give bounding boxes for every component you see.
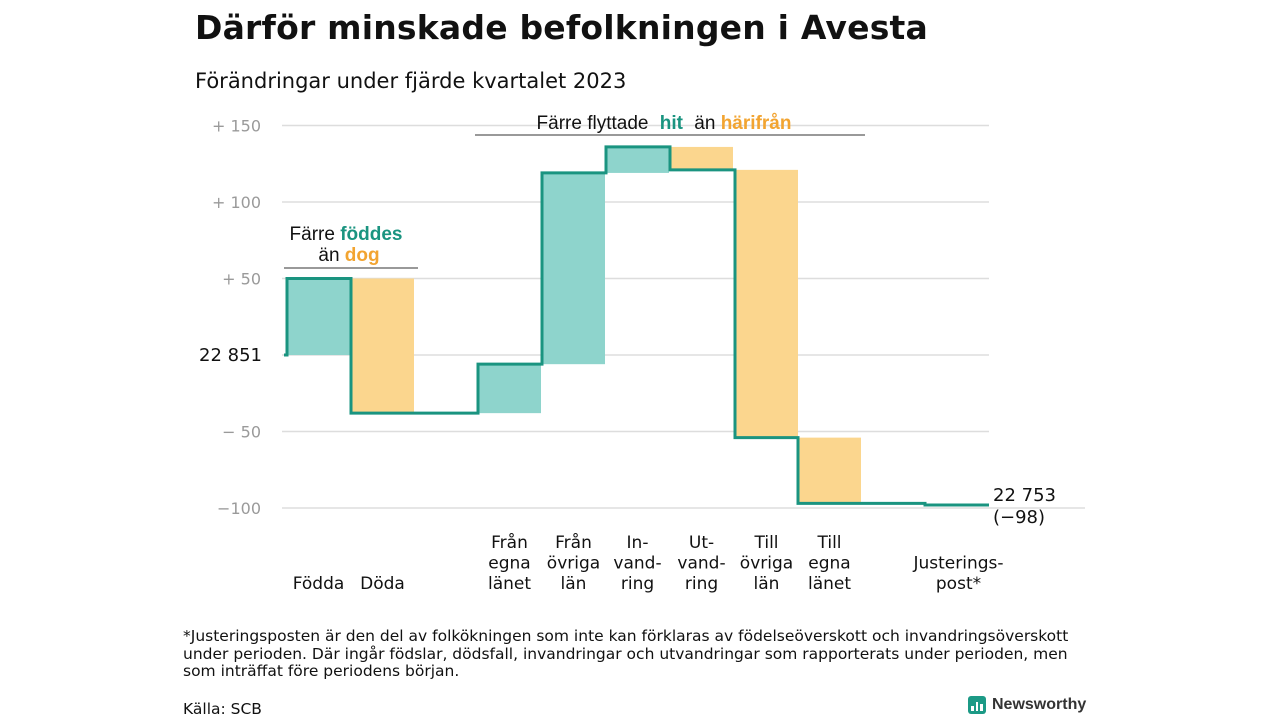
- source-note: Källa: SCB: [183, 700, 262, 718]
- category-labels: Födda DödaFrånegnalänetFrånövrigalänIn-va…: [293, 532, 1004, 594]
- migration-annotation: Färre flyttade hit än härifrån: [537, 113, 792, 134]
- bar-ut--vand--ring: [670, 146, 733, 170]
- category-label: övriga: [547, 554, 600, 574]
- bar-födda: [287, 278, 350, 355]
- chart-title: Därför minskade befolkningen i Avesta: [195, 8, 928, 47]
- category-label: län: [754, 574, 780, 594]
- y-tick-label: + 50: [222, 270, 261, 289]
- waterfall-chart: + 150 + 100 + 50 − 50 −100 Färre föddes än d…: [199, 113, 1085, 594]
- category-label: län: [561, 574, 587, 594]
- bar-till-egna-länet: [798, 437, 861, 504]
- brand-name: Newsworthy: [992, 696, 1087, 713]
- annotations: Färre föddes än dog Färre flyttade hit ä…: [284, 113, 865, 269]
- y-tick-label: + 100: [212, 193, 261, 212]
- category-label: övriga: [740, 554, 793, 574]
- category-label: egna: [488, 554, 530, 574]
- y-tick-label: + 150: [212, 117, 261, 136]
- category-label: ring: [621, 574, 654, 594]
- migration-annotation-highlight: hit: [660, 113, 684, 134]
- y-axis-ticks: + 150 + 100 + 50 − 50 −100: [212, 117, 261, 519]
- start-value-label: 22 851: [199, 345, 262, 366]
- category-label: Döda: [360, 574, 405, 594]
- footnote: *Justeringsposten är den del av folkökni…: [183, 627, 1069, 680]
- category-label: post*: [936, 574, 981, 594]
- category-label: Från: [491, 532, 528, 553]
- bar-till-övriga-län: [735, 169, 798, 438]
- category-label: ring: [685, 574, 718, 594]
- category-label: Justerings-: [912, 554, 1003, 574]
- category-label: Till: [753, 533, 778, 553]
- category-label: Födda: [293, 574, 345, 594]
- brand-logo: Newsworthy: [968, 696, 1086, 714]
- category-label: vand-: [613, 554, 661, 574]
- end-value-label: 22 753: [993, 485, 1056, 506]
- y-tick-label: −100: [217, 499, 261, 518]
- category-label: vand-: [677, 554, 725, 574]
- category-label: Till: [816, 533, 841, 553]
- births-annotation-line1: Färre föddes: [290, 224, 403, 245]
- category-label: egna: [808, 554, 850, 574]
- chart-subtitle: Förändringar under fjärde kvartalet 2023: [195, 69, 627, 93]
- bar-från-egna-länet: [478, 364, 541, 414]
- bar-döda: [351, 278, 414, 414]
- y-tick-label: − 50: [222, 423, 261, 442]
- end-change-label: (−98): [993, 507, 1045, 528]
- migration-annotation-text: Färre flyttade: [537, 113, 649, 134]
- bar-chart-icon: [968, 696, 986, 714]
- births-annotation-line2: än dog: [318, 245, 379, 266]
- running-total-line: [284, 145, 989, 507]
- migration-annotation-highlight2: härifrån: [721, 113, 792, 134]
- category-label: länet: [808, 574, 851, 594]
- category-label: In-: [627, 533, 649, 553]
- bars: [287, 146, 861, 504]
- births-annotation-highlight: föddes: [340, 224, 402, 245]
- births-annotation-text: Färre: [290, 224, 335, 245]
- category-label: länet: [488, 574, 531, 594]
- births-annotation-text2: än: [318, 245, 339, 266]
- births-annotation-highlight2: dog: [345, 245, 380, 266]
- bar-in--vand--ring: [606, 146, 669, 173]
- bar-från-övriga-län: [542, 172, 605, 365]
- category-label: Ut-: [689, 533, 714, 553]
- grid-lines: [282, 124, 1085, 509]
- migration-annotation-text2: än: [694, 113, 715, 134]
- category-label: Från: [555, 532, 592, 553]
